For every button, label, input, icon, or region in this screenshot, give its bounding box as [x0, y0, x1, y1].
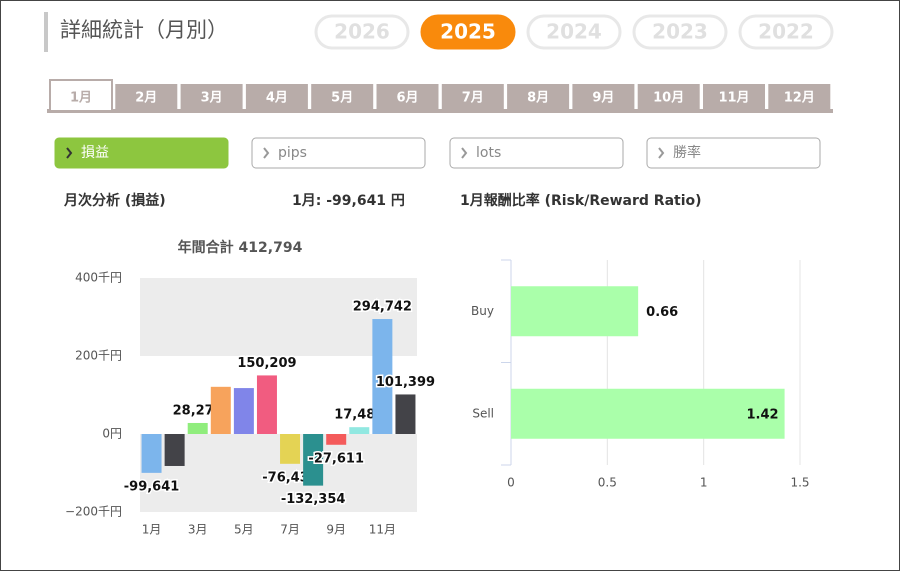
month-tab[interactable]: [507, 84, 570, 110]
bar: [511, 286, 639, 337]
month-tab-label: 10月: [653, 91, 684, 106]
year-label: 2026: [334, 20, 390, 44]
bar: [303, 434, 324, 486]
bar: [349, 427, 370, 434]
filter-label: pips: [278, 145, 307, 161]
bar: [256, 375, 277, 434]
year-button[interactable]: [632, 14, 728, 50]
data-label: -99,641: [124, 479, 180, 494]
month-tab-label: 8月: [527, 91, 549, 106]
chevron-icon: [66, 147, 73, 159]
filter-label: 勝率: [673, 144, 701, 161]
data-label: 294,742: [353, 300, 412, 315]
month-tab[interactable]: [180, 84, 243, 110]
y-tick-label: Sell: [472, 406, 494, 420]
bar: [511, 388, 785, 439]
month-tab-label: 1月: [70, 91, 92, 106]
filter-button[interactable]: [251, 137, 426, 169]
x-tick-label: 1.5: [790, 476, 809, 490]
filter-label: lots: [476, 145, 501, 161]
month-tab-label: 3月: [201, 91, 223, 106]
month-tab[interactable]: [703, 84, 765, 110]
month-tab[interactable]: [768, 84, 831, 110]
bar: [187, 422, 208, 434]
month-tab[interactable]: [637, 84, 700, 110]
chevron-icon: [461, 147, 468, 159]
month-tab-label: 4月: [266, 91, 288, 106]
grid-band: [140, 434, 417, 512]
month-tab-label: 12月: [784, 91, 815, 106]
title-bar: [44, 12, 48, 52]
x-tick-label: 11月: [369, 523, 396, 537]
data-label: 0.66: [646, 305, 678, 320]
y-tick-label: 400千円: [75, 271, 122, 285]
tab-underline: [47, 109, 833, 113]
month-tab-label: 9月: [592, 91, 614, 106]
month-tab-label: 2月: [135, 91, 157, 106]
x-tick-label: 0.5: [598, 476, 617, 490]
year-button[interactable]: [526, 14, 622, 50]
x-tick-label: 1月: [142, 523, 162, 537]
data-label: 150,209: [237, 356, 296, 371]
bar: [210, 386, 231, 434]
month-tab[interactable]: [572, 84, 635, 110]
year-button[interactable]: [314, 14, 410, 50]
chevron-icon: [263, 147, 270, 159]
month-tab[interactable]: [245, 84, 308, 110]
analysis-label: 月次分析 (損益): [63, 192, 166, 209]
x-tick-label: 7月: [280, 523, 300, 537]
data-label: 101,399: [376, 375, 435, 390]
month-tab[interactable]: [49, 79, 113, 112]
month-tab[interactable]: [311, 84, 374, 110]
filter-label: 損益: [81, 145, 109, 161]
bar: [326, 434, 347, 445]
x-tick-label: 3月: [188, 523, 208, 537]
year-label: 2024: [546, 20, 602, 44]
data-label: -132,354: [281, 492, 346, 507]
month-tab-label: 7月: [462, 91, 484, 106]
chart-title: 年間合計 412,794: [178, 239, 303, 256]
bar: [395, 394, 416, 434]
page-title: 詳細統計（月別）: [60, 18, 228, 42]
y-tick-label: 0円: [102, 427, 122, 441]
bar: [164, 434, 185, 466]
x-tick-label: 0: [507, 476, 515, 490]
month-tab-label: 6月: [396, 91, 418, 106]
year-button[interactable]: [420, 14, 516, 50]
year-label: 2023: [652, 20, 708, 44]
bar: [280, 434, 301, 464]
y-tick-label: −200千円: [65, 505, 122, 519]
data-label: -27,611: [308, 451, 364, 466]
month-total: 1月: -99,641 円: [292, 193, 405, 209]
grid-band: [140, 356, 417, 434]
filter-button[interactable]: [646, 137, 821, 169]
data-label: 1.42: [747, 407, 779, 422]
month-tab[interactable]: [441, 84, 504, 110]
filter-button[interactable]: [54, 137, 229, 169]
grid-band: [140, 278, 417, 356]
y-tick-label: 200千円: [75, 349, 122, 363]
x-tick-label: 1: [700, 476, 708, 490]
month-tab-label: 5月: [331, 91, 353, 106]
x-tick-label: 9月: [326, 523, 346, 537]
bar: [372, 319, 393, 434]
year-button[interactable]: [738, 14, 834, 50]
bar: [141, 434, 162, 473]
y-tick-label: Buy: [471, 304, 494, 318]
month-tab[interactable]: [376, 84, 439, 110]
chevron-icon: [658, 147, 665, 159]
x-tick-label: 5月: [234, 523, 254, 537]
month-tab-label: 11月: [718, 91, 749, 106]
bar: [233, 388, 254, 434]
year-label: 2025: [440, 20, 496, 44]
ratio-title: 1月報酬比率 (Risk/Reward Ratio): [460, 192, 702, 209]
month-tab[interactable]: [115, 84, 178, 110]
year-label: 2022: [758, 20, 814, 44]
filter-button[interactable]: [449, 137, 624, 169]
